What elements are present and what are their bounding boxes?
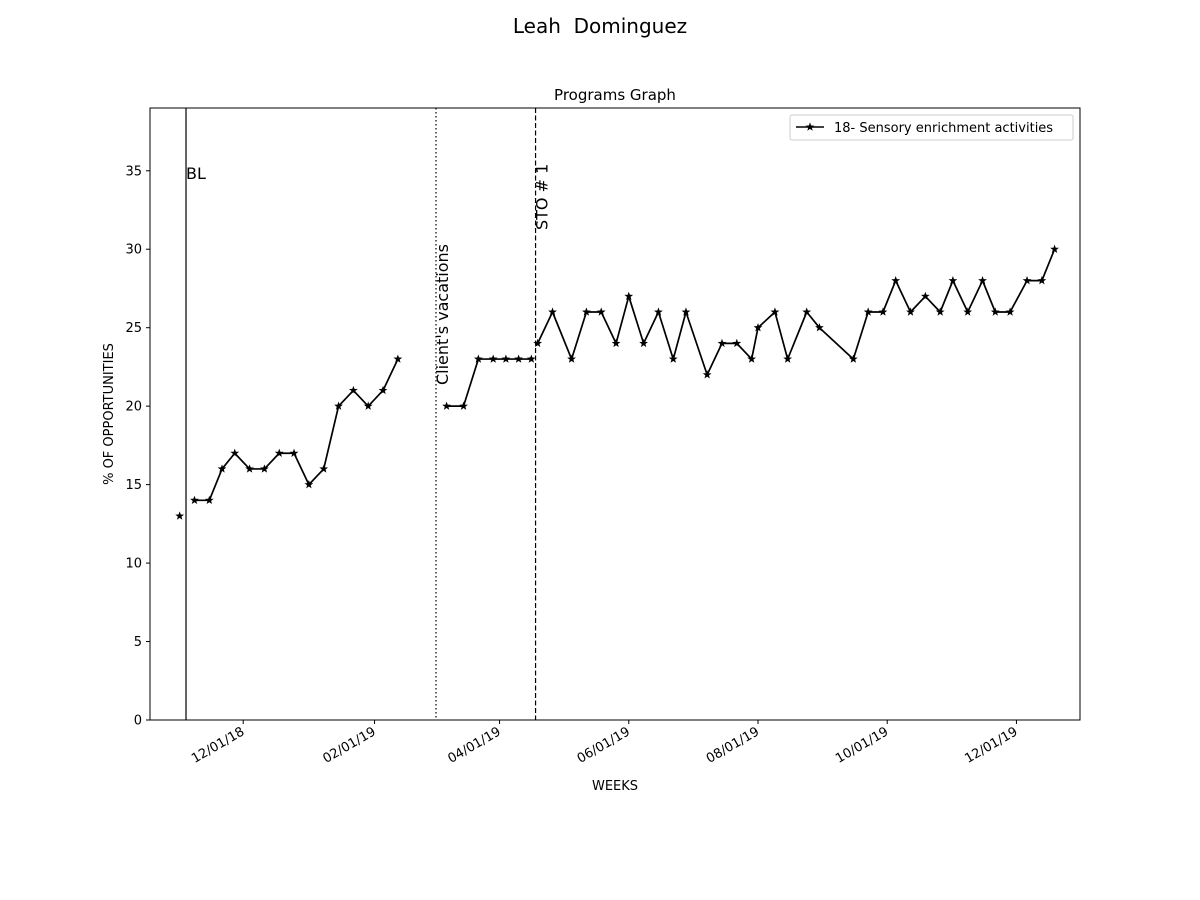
chart-title: Programs Graph [554, 86, 676, 104]
data-point-star [848, 354, 858, 363]
data-point-star [349, 385, 358, 395]
data-point-star [190, 495, 199, 505]
data-point-star [963, 307, 973, 316]
y-tick-label: 5 [134, 635, 142, 650]
data-point-star [783, 354, 793, 363]
data-point-star [304, 480, 314, 489]
data-point-star [582, 307, 591, 316]
x-tick-label: 06/01/19 [575, 724, 633, 766]
data-point-star [920, 291, 930, 301]
data-point-star [611, 338, 621, 348]
legend-frame [789, 114, 1074, 141]
data-point-star [175, 511, 185, 520]
phase-line-label: Client's vacations [433, 244, 452, 385]
x-axis-label: WEEKS [592, 779, 638, 794]
data-point-star [1005, 307, 1015, 316]
legend-star [805, 122, 815, 131]
data-point-star [473, 354, 483, 363]
data-point-star [548, 307, 557, 316]
data-point-star [802, 307, 812, 316]
data-point-star [289, 448, 299, 457]
y-tick-label: 10 [125, 557, 142, 572]
data-point-star [393, 354, 403, 363]
y-tick-label: 20 [125, 400, 142, 415]
series-line-segment [536, 248, 1056, 376]
data-point-star [501, 354, 511, 363]
data-point-star [204, 495, 214, 505]
data-point-star [747, 354, 757, 363]
y-axis-ticks: 0 5 10 15 20 25 30 35 [125, 164, 150, 729]
data-point-star [567, 354, 576, 363]
page-suptitle: Leah Dominguez [512, 14, 688, 38]
data-point-star [1037, 276, 1047, 285]
data-point-star [815, 323, 824, 332]
data-point-star [990, 307, 1000, 316]
data-point-star [533, 338, 543, 348]
phase-line-label: STO # 1 [533, 164, 552, 230]
data-point-star [378, 385, 388, 395]
data-point-star [230, 448, 240, 457]
data-point-star [624, 291, 634, 301]
data-point-star [717, 338, 727, 348]
data-point-star [514, 354, 523, 363]
series-line-segment [446, 358, 532, 407]
data-point-star [753, 323, 763, 332]
data-point-star [654, 307, 663, 316]
data-point-star [935, 307, 945, 316]
y-tick-label: 30 [125, 243, 142, 258]
data-point-star [702, 370, 712, 379]
data-point-star [319, 464, 329, 473]
data-point-star [363, 401, 373, 410]
data-point-star [488, 354, 498, 363]
data-point-star [878, 307, 888, 316]
data-point-star [639, 338, 648, 348]
series-line-segment [194, 358, 399, 502]
x-tick-label: 12/01/18 [189, 724, 247, 766]
legend-star-marker [805, 122, 815, 131]
data-point-star [217, 464, 227, 473]
data-point-star [334, 401, 343, 410]
phase-line-label: BL [186, 164, 206, 183]
plot-area-frame [149, 107, 1081, 721]
data-point-star [274, 448, 284, 457]
data-point-star [526, 354, 536, 363]
data-point-star [863, 307, 873, 316]
series-layer [175, 244, 1059, 520]
x-tick-label: 12/01/19 [962, 724, 1020, 766]
legend-entry-label: 18- Sensory enrichment activities [834, 121, 1053, 136]
y-axis-label: % OF OPPORTUNITIES [102, 343, 117, 485]
x-tick-label: 04/01/19 [445, 724, 503, 766]
data-point-star [732, 338, 742, 348]
data-point-star [260, 464, 269, 473]
y-tick-label: 25 [125, 321, 142, 336]
data-point-star [668, 354, 678, 363]
y-tick-label: 0 [134, 714, 142, 729]
x-tick-label: 02/01/19 [320, 724, 378, 766]
y-tick-label: 15 [125, 478, 142, 493]
x-axis-ticks: 12/01/18 02/01/19 04/01/19 06/01/19 08/01/19… [189, 720, 1020, 767]
data-point-star [442, 401, 451, 410]
x-tick-label: 08/01/19 [704, 724, 762, 766]
data-point-star [596, 307, 606, 316]
x-tick-label: 10/01/19 [833, 724, 891, 766]
data-point-star [948, 276, 958, 285]
data-point-star [1022, 276, 1032, 285]
data-point-star [245, 464, 254, 473]
data-point-star [906, 307, 915, 316]
data-point-star [978, 276, 987, 285]
data-point-star [891, 276, 901, 285]
data-point-star [681, 307, 691, 316]
data-point-star [459, 401, 468, 410]
data-point-star [1050, 244, 1059, 253]
legend: 18- Sensory enrichment activities [789, 114, 1074, 141]
data-point-star [770, 307, 780, 316]
y-tick-label: 35 [125, 164, 142, 179]
phase-lines: BL Client's vacations STO # 1 [185, 108, 552, 720]
